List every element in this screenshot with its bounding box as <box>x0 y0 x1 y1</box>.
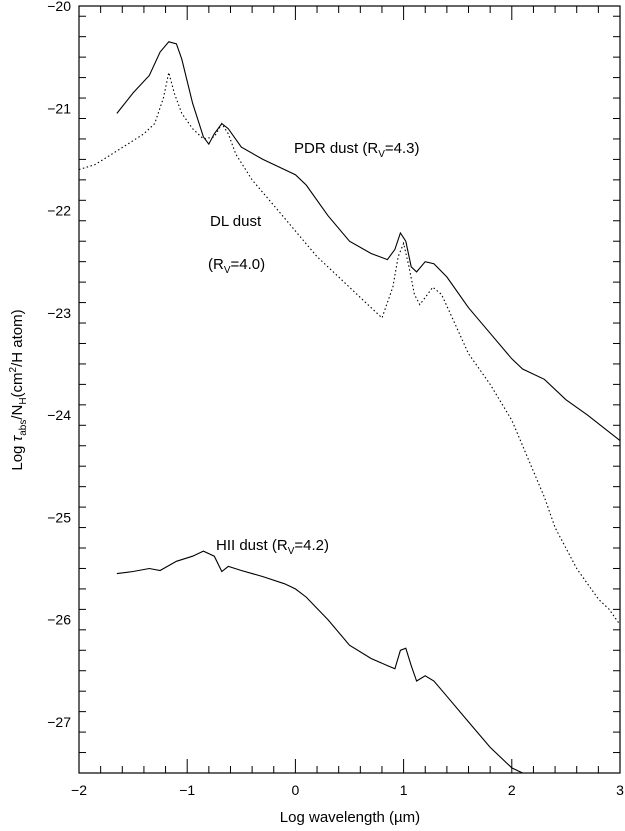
plot-frame <box>78 5 621 774</box>
y-axis-title-post1: (cm <box>9 372 26 397</box>
series-line-hii <box>116 550 534 773</box>
x-tick-label: 3 <box>616 782 624 798</box>
annotation-dl-dust: DL dust <box>210 213 262 230</box>
axis-ticks <box>78 6 621 774</box>
x-tick-label: 0 <box>292 782 300 798</box>
annotation-hii-dust: HII dust (RV=4.2) <box>216 537 329 557</box>
y-axis-title-tau: τ <box>9 434 26 441</box>
y-axis-title-tau-sub: abs <box>18 420 29 436</box>
annotation-pdr-pre: PDR dust (R <box>294 140 378 157</box>
axis-tick-labels: −2 −1 0 1 2 3 −27 −26 −25 −24 −23 −22 −21 −20 <box>47 0 624 798</box>
series-group <box>79 41 620 773</box>
series-line-pdr <box>116 41 620 442</box>
y-axis-title-pre: Log <box>9 441 26 470</box>
annotation-hii-pre: HII dust (R <box>216 537 288 554</box>
x-tick-label: 1 <box>400 782 408 798</box>
annotation-dl-post: =4.0) <box>231 256 266 273</box>
annotation-dl-sub: V <box>224 265 231 276</box>
x-axis-title: Log wavelength (µm) <box>280 809 420 826</box>
annotation-dl-pre: (R <box>208 256 224 273</box>
annotation-pdr-sub: V <box>378 149 385 160</box>
x-tick-label: −1 <box>179 782 195 798</box>
annotation-hii-sub: V <box>288 546 295 557</box>
annotation-pdr-post: =4.3) <box>385 140 420 157</box>
y-tick-label: −21 <box>47 100 71 116</box>
annotation-hii-post: =4.2) <box>294 537 329 554</box>
y-axis-title-n-sub: H <box>18 397 29 404</box>
y-tick-label: −22 <box>47 203 71 219</box>
y-tick-label: −24 <box>47 407 71 423</box>
series-line-dl <box>79 72 620 626</box>
y-tick-label: −23 <box>47 305 71 321</box>
annotation-pdr-dust: PDR dust (RV=4.3) <box>294 140 419 160</box>
annotation-dl-rv: (RV=4.0) <box>208 256 265 276</box>
y-axis-title-sup: 2 <box>8 366 19 372</box>
y-tick-label: −27 <box>47 714 71 730</box>
y-axis-title-mid: /N <box>9 405 26 420</box>
x-tick-label: −2 <box>71 782 87 798</box>
y-tick-label: −26 <box>47 612 71 628</box>
x-tick-label: 2 <box>508 782 516 798</box>
y-axis-title: Log τabs/NH(cm2/H atom) <box>8 309 29 470</box>
y-tick-label: −25 <box>47 509 71 525</box>
y-axis-title-post2: /H atom) <box>9 309 26 367</box>
y-tick-label: −20 <box>47 0 71 14</box>
